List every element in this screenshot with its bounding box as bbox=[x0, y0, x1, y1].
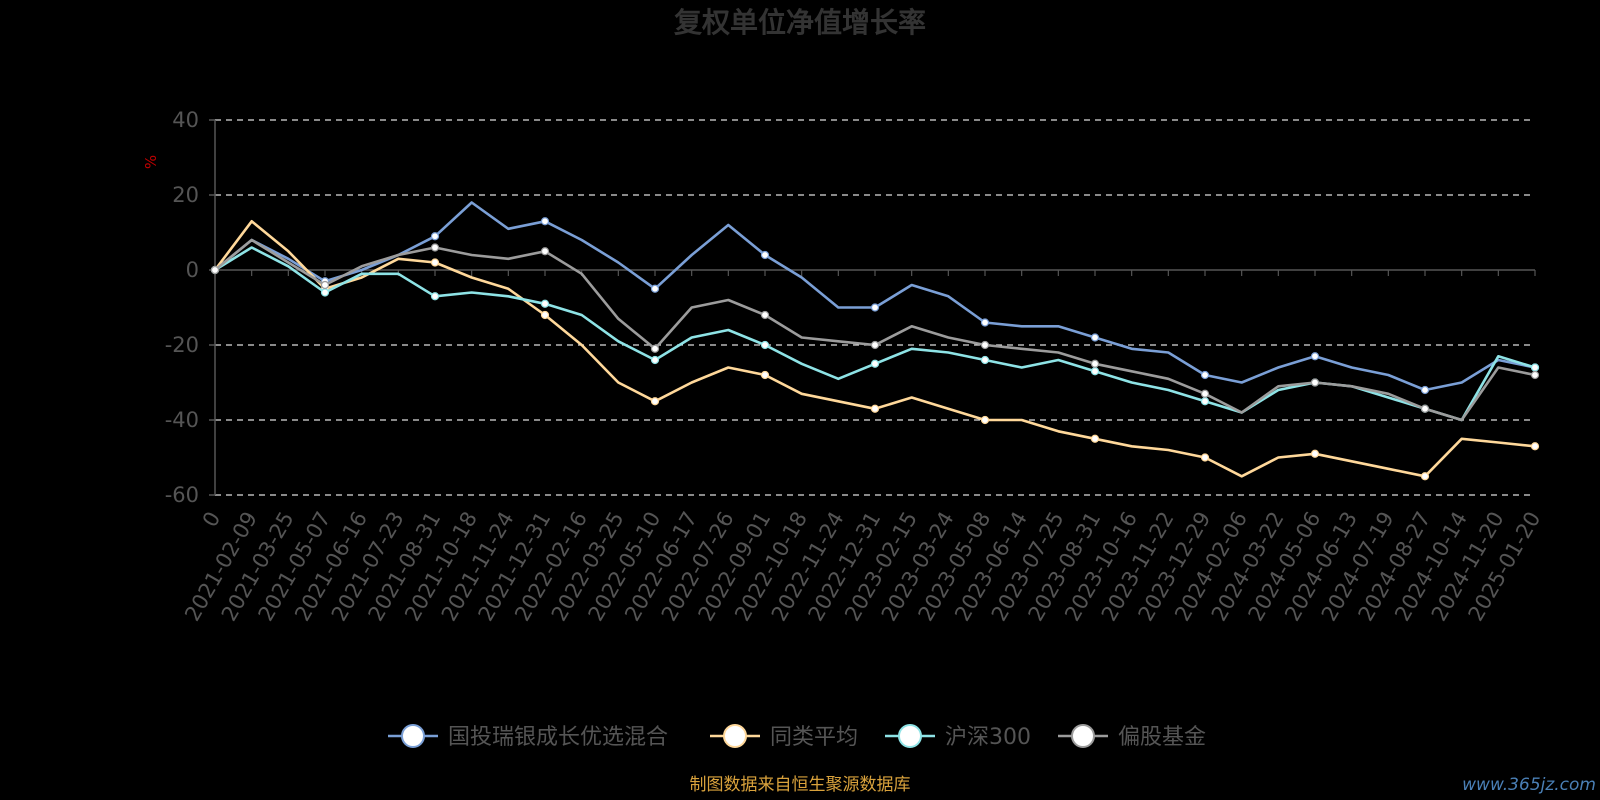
series-point-2 bbox=[430, 292, 440, 301]
series-point-3 bbox=[540, 247, 550, 256]
series-point-0 bbox=[760, 250, 770, 260]
series-point-0 bbox=[430, 232, 440, 241]
series-point-2 bbox=[540, 299, 550, 308]
series-point-2 bbox=[320, 288, 330, 297]
legend-swatch-marker bbox=[401, 724, 425, 748]
series-point-3 bbox=[760, 310, 770, 320]
series-point-0 bbox=[1420, 385, 1430, 395]
series-point-2 bbox=[760, 340, 770, 350]
series-point-1 bbox=[760, 370, 770, 380]
y-tick-label: 40 bbox=[172, 108, 199, 132]
series-point-2 bbox=[1200, 397, 1210, 406]
legend-label: 沪深300 bbox=[945, 725, 1031, 750]
legend-item[interactable]: 同类平均 bbox=[710, 724, 858, 750]
legend-item[interactable]: 沪深300 bbox=[885, 724, 1031, 750]
series-point-2 bbox=[870, 359, 880, 368]
series-point-1 bbox=[1420, 472, 1430, 481]
series-point-3 bbox=[1530, 370, 1540, 380]
legend-swatch-marker bbox=[898, 724, 922, 748]
series-point-3 bbox=[320, 280, 330, 290]
series-point-1 bbox=[980, 415, 990, 425]
series-point-3 bbox=[980, 340, 990, 350]
y-tick-label: 0 bbox=[186, 258, 199, 282]
y-tick-label: -40 bbox=[165, 408, 199, 432]
legend: 国投瑞银成长优选混合 同类平均 沪深300 偏股基金 bbox=[388, 724, 1206, 750]
series-point-1 bbox=[1530, 442, 1540, 451]
series-point-2 bbox=[650, 355, 660, 365]
legend-label: 偏股基金 bbox=[1118, 725, 1206, 750]
series-point-2 bbox=[1090, 367, 1100, 376]
series-line-3 bbox=[214, 238, 1536, 422]
series-point-0 bbox=[540, 217, 550, 226]
series-point-1 bbox=[870, 404, 880, 413]
legend-item[interactable]: 国投瑞银成长优选混合 bbox=[388, 724, 668, 750]
y-tick-label: -20 bbox=[165, 333, 199, 357]
x-tick-label: 0 bbox=[198, 508, 225, 532]
watermark: www.365jz.com bbox=[1462, 775, 1596, 795]
series-point-2 bbox=[980, 355, 990, 365]
series-point-0 bbox=[980, 318, 990, 327]
series-point-3 bbox=[870, 340, 880, 350]
series-point-1 bbox=[1090, 434, 1100, 443]
chart-title: 复权单位净值增长率 bbox=[674, 6, 926, 39]
series-point-3 bbox=[650, 344, 660, 353]
series-lines bbox=[210, 201, 1540, 481]
legend-label: 同类平均 bbox=[770, 725, 858, 750]
series-point-3 bbox=[1420, 404, 1430, 413]
legend-swatch-marker bbox=[723, 724, 747, 748]
y-tick-label: 20 bbox=[172, 183, 199, 207]
x-tick-labels: 02021-02-092021-03-252021-05-072021-06-1… bbox=[180, 270, 1545, 625]
series-point-0 bbox=[1090, 333, 1100, 342]
series-point-1 bbox=[540, 310, 550, 320]
legend-swatch-marker bbox=[1071, 724, 1095, 748]
series-point-3 bbox=[1310, 378, 1320, 387]
legend-label: 国投瑞银成长优选混合 bbox=[448, 725, 668, 750]
y-tick-label: -60 bbox=[165, 483, 199, 507]
series-point-3 bbox=[1200, 389, 1210, 398]
data-source-note: 制图数据来自恒生聚源数据库 bbox=[690, 775, 911, 795]
series-point-1 bbox=[1310, 449, 1320, 458]
series-point-1 bbox=[430, 258, 440, 267]
series-point-0 bbox=[1200, 370, 1210, 380]
legend-item[interactable]: 偏股基金 bbox=[1058, 724, 1206, 750]
series-point-3 bbox=[210, 265, 220, 275]
series-point-0 bbox=[1310, 352, 1320, 361]
series-point-3 bbox=[430, 243, 440, 252]
series-point-1 bbox=[650, 397, 660, 406]
y-tick-labels: 40 20 0 -20 -40 -60 bbox=[165, 108, 199, 507]
series-point-3 bbox=[1090, 359, 1100, 368]
series-point-0 bbox=[870, 303, 880, 312]
series-point-2 bbox=[1530, 363, 1540, 372]
series-point-1 bbox=[1200, 453, 1210, 462]
y-axis-unit: % bbox=[142, 155, 160, 169]
series-point-0 bbox=[650, 284, 660, 293]
